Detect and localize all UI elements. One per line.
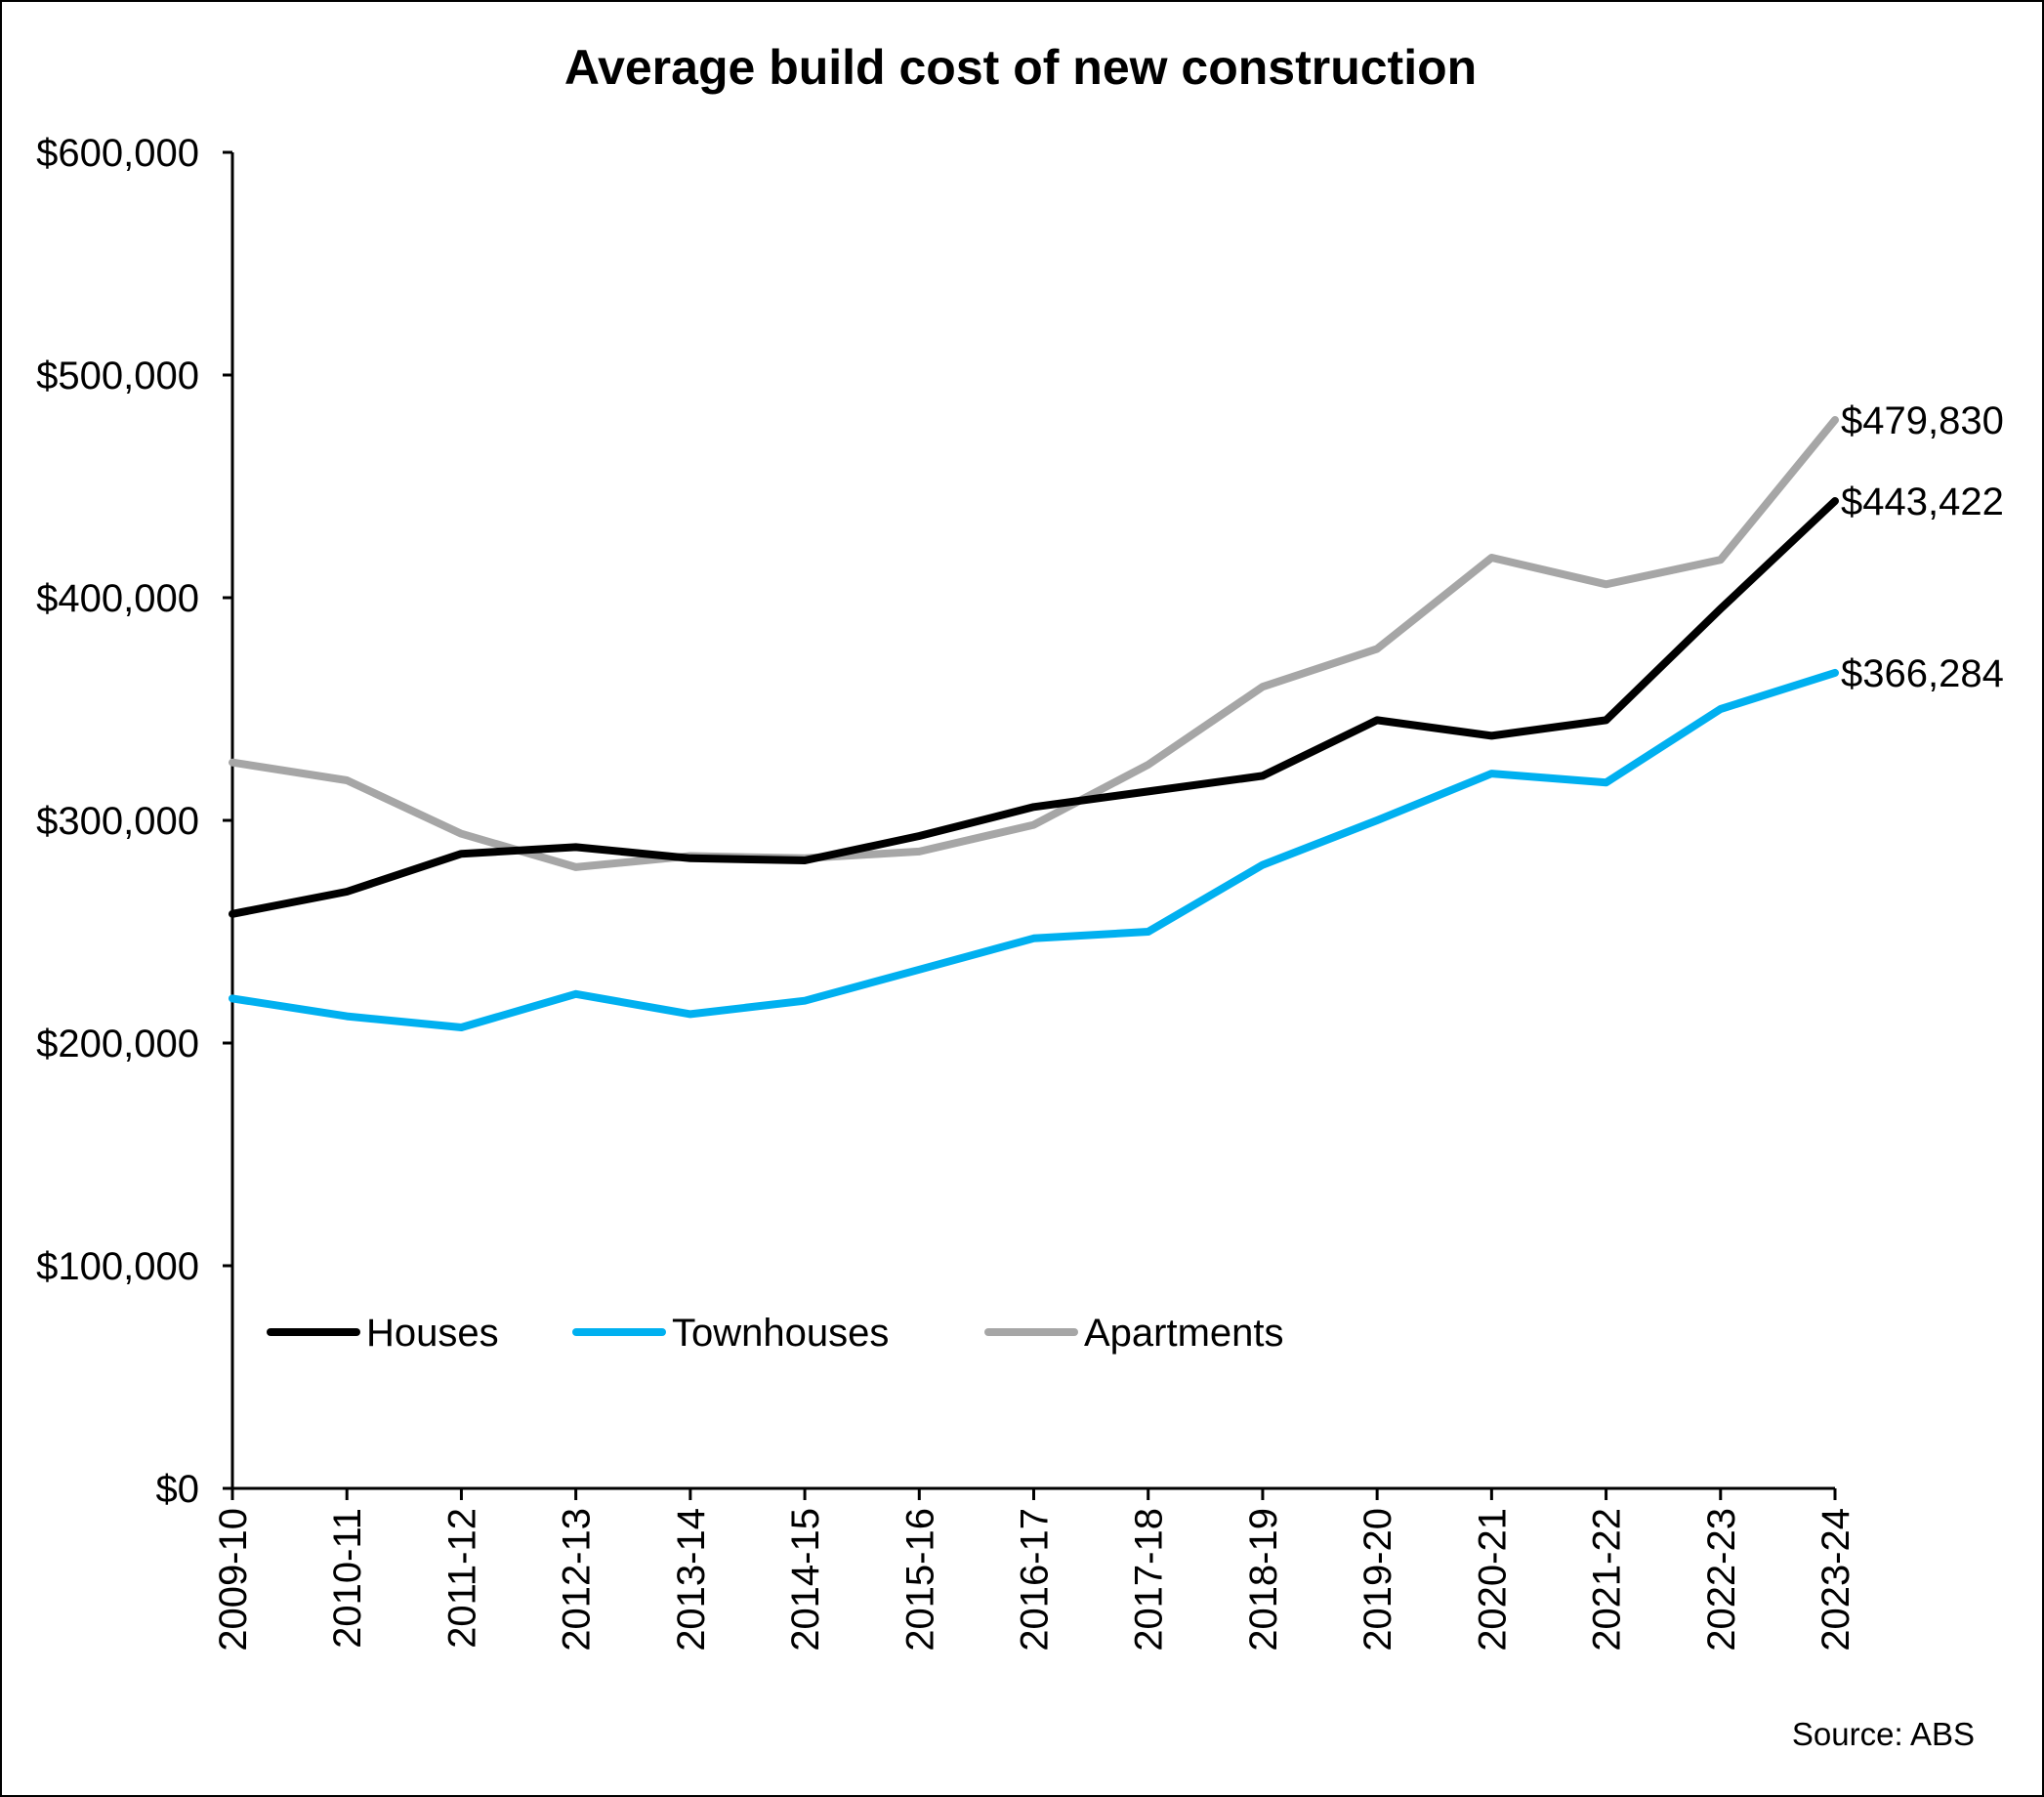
end-label-apartments: $479,830 [1841,399,2004,442]
series-lines [229,416,1839,1031]
x-tick-label: 2015-16 [898,1508,941,1651]
y-tick-label: $100,000 [36,1245,199,1288]
legend-label-apartments: Apartments [1084,1312,1284,1355]
x-tick-label: 2014-15 [784,1508,827,1651]
y-tick-label: $600,000 [36,132,199,175]
axes: $0 $100,000 $200,000 $300,000 $400,000 $500,0… [36,132,1857,1651]
x-tick-label: 2020-21 [1471,1508,1514,1651]
series-line-houses [229,497,1839,918]
source-note: Source: ABS [1792,1716,1975,1752]
end-labels: $443,422 $366,284 $479,830 [1841,399,2004,695]
series-line-townhouses [229,668,1839,1031]
y-tick-label: $0 [156,1468,200,1511]
x-tick-label: 2010-11 [326,1508,369,1649]
y-tick-label: $500,000 [36,355,199,397]
x-tick-label: 2016-17 [1014,1508,1057,1651]
series-line-apartments [229,416,1839,871]
x-tick-label: 2022-23 [1700,1508,1743,1651]
x-tick-label: 2012-13 [556,1508,599,1651]
x-tick-label: 2021-22 [1586,1508,1629,1651]
x-tick-label: 2009-10 [212,1508,255,1651]
x-tick-label: 2013-14 [670,1508,713,1651]
legend-label-houses: Houses [366,1312,499,1355]
y-tick-label: $300,000 [36,800,199,843]
x-tick-label: 2011-12 [440,1508,483,1649]
x-tick-label: 2019-20 [1356,1508,1399,1651]
legend-label-townhouses: Townhouses [672,1312,889,1355]
end-label-houses: $443,422 [1841,481,2004,523]
y-tick-label: $400,000 [36,577,199,620]
x-tick-label: 2023-24 [1815,1508,1857,1651]
legend: Houses Townhouses Apartments [267,1312,1284,1355]
y-tick-label: $200,000 [36,1023,199,1066]
end-label-townhouses: $366,284 [1841,652,2004,695]
x-tick-label: 2018-19 [1242,1508,1285,1651]
x-tick-label: 2017-18 [1128,1508,1171,1651]
chart-title: Average build cost of new construction [564,40,1477,95]
